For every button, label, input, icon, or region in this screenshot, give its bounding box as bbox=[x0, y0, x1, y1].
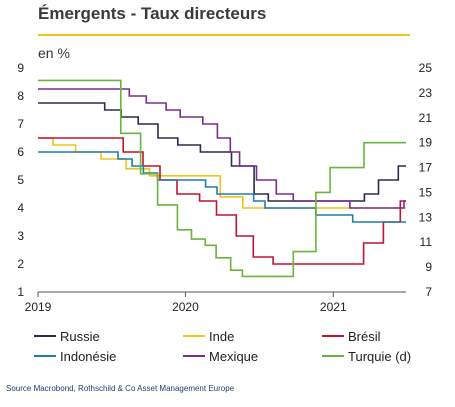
legend-label: Indonésie bbox=[60, 349, 116, 364]
y-right-tick-label: 25 bbox=[419, 61, 433, 75]
y-left-tick-label: 4 bbox=[17, 201, 24, 215]
legend-label: Inde bbox=[209, 329, 234, 344]
legend: Russie Inde Brésil Indonésie Mexique Turquie … bbox=[34, 329, 411, 364]
x-tick-label: 2021 bbox=[320, 300, 347, 314]
legend-label: Brésil bbox=[348, 329, 381, 344]
series-line-6 bbox=[38, 79, 406, 278]
series-line-5 bbox=[38, 88, 406, 209]
y-left-tick-label: 8 bbox=[17, 89, 24, 103]
y-left-tick-label: 6 bbox=[17, 145, 24, 159]
x-tick-label: 2020 bbox=[172, 300, 199, 314]
series-line-4 bbox=[38, 151, 406, 223]
legend-item-1: Russie bbox=[34, 329, 100, 344]
y-right-tick-label: 7 bbox=[425, 285, 432, 299]
y-right-tick-label: 19 bbox=[419, 136, 433, 150]
legend-item-6: Turquie (d) bbox=[322, 349, 411, 364]
y-right-tick-label: 13 bbox=[419, 210, 433, 224]
legend-label: Russie bbox=[60, 329, 100, 344]
chart-title: Émergents - Taux directeurs bbox=[38, 4, 267, 23]
series-layer bbox=[38, 79, 406, 278]
legend-label: Turquie (d) bbox=[348, 349, 411, 364]
legend-item-5: Mexique bbox=[183, 349, 258, 364]
y-right-tick-label: 17 bbox=[419, 161, 433, 175]
series-line-2 bbox=[38, 137, 406, 209]
y-right-tick-label: 11 bbox=[420, 235, 433, 249]
y-left-tick-label: 3 bbox=[17, 229, 24, 243]
y-left-tick-label: 2 bbox=[17, 257, 24, 271]
legend-item-3: Brésil bbox=[322, 329, 381, 344]
y-right-tick-label: 23 bbox=[419, 86, 433, 100]
legend-label: Mexique bbox=[209, 349, 258, 364]
y-left-tick-label: 1 bbox=[17, 285, 24, 299]
series-line-3 bbox=[38, 137, 406, 265]
x-tick-label: 2019 bbox=[25, 300, 52, 314]
legend-item-4: Indonésie bbox=[34, 349, 116, 364]
y-right-tick-label: 9 bbox=[425, 260, 432, 274]
y-right-tick-label: 21 bbox=[419, 111, 433, 125]
source-note: Source Macrobond, Rothschild & Co Asset … bbox=[6, 384, 235, 393]
series-line-1 bbox=[38, 102, 406, 202]
y-left-tick-label: 9 bbox=[17, 61, 24, 75]
y-left-tick-label: 7 bbox=[17, 117, 24, 131]
unit-label: en % bbox=[38, 45, 70, 61]
y-left-tick-label: 5 bbox=[17, 173, 24, 187]
title-rule bbox=[38, 34, 410, 36]
y-right-tick-label: 15 bbox=[419, 185, 433, 199]
legend-item-2: Inde bbox=[183, 329, 234, 344]
